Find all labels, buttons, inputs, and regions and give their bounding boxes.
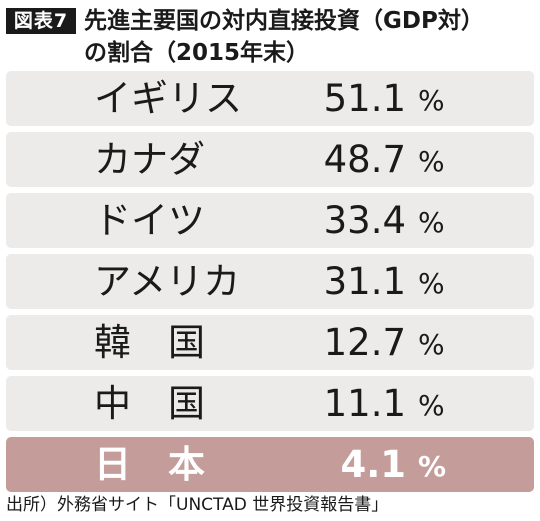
country-label: ドイツ: [94, 199, 205, 242]
table-row-highlighted: 日 本 4.1%: [6, 437, 534, 492]
value-label: 33.4: [323, 199, 406, 242]
table-row: ドイツ 33.4%: [6, 193, 534, 248]
table-row: 韓 国 12.7%: [6, 315, 534, 370]
country-label: 中 国: [94, 382, 205, 425]
chart-title-line1: 先進主要国の対内直接投資（GDP対）: [84, 8, 484, 34]
value-label: 31.1: [323, 260, 406, 303]
country-label: 韓 国: [94, 321, 205, 364]
value-label: 12.7: [323, 321, 406, 364]
country-label: 日 本: [94, 443, 205, 486]
unit-label: %: [418, 84, 445, 117]
country-label: イギリス: [94, 77, 242, 120]
unit-label: %: [418, 328, 445, 361]
source-note: 出所）外務省サイト「UNCTAD 世界投資報告書」: [6, 495, 389, 515]
unit-label: %: [418, 389, 445, 422]
table-row: 中 国 11.1%: [6, 376, 534, 431]
value-label: 4.1: [340, 443, 406, 486]
table-row: カナダ 48.7%: [6, 132, 534, 187]
value-label: 51.1: [323, 77, 406, 120]
figure-number-badge: 図表7: [6, 8, 76, 34]
table-row: イギリス 51.1%: [6, 71, 534, 126]
chart-title-line2: の割合（2015年末）: [84, 40, 310, 66]
country-label: アメリカ: [94, 260, 241, 303]
unit-label: %: [418, 145, 445, 178]
unit-label: %: [418, 450, 447, 483]
unit-label: %: [418, 206, 445, 239]
table-row: アメリカ 31.1%: [6, 254, 534, 309]
country-label: カナダ: [94, 138, 205, 181]
value-label: 11.1: [323, 382, 406, 425]
unit-label: %: [418, 267, 445, 300]
value-label: 48.7: [323, 138, 406, 181]
